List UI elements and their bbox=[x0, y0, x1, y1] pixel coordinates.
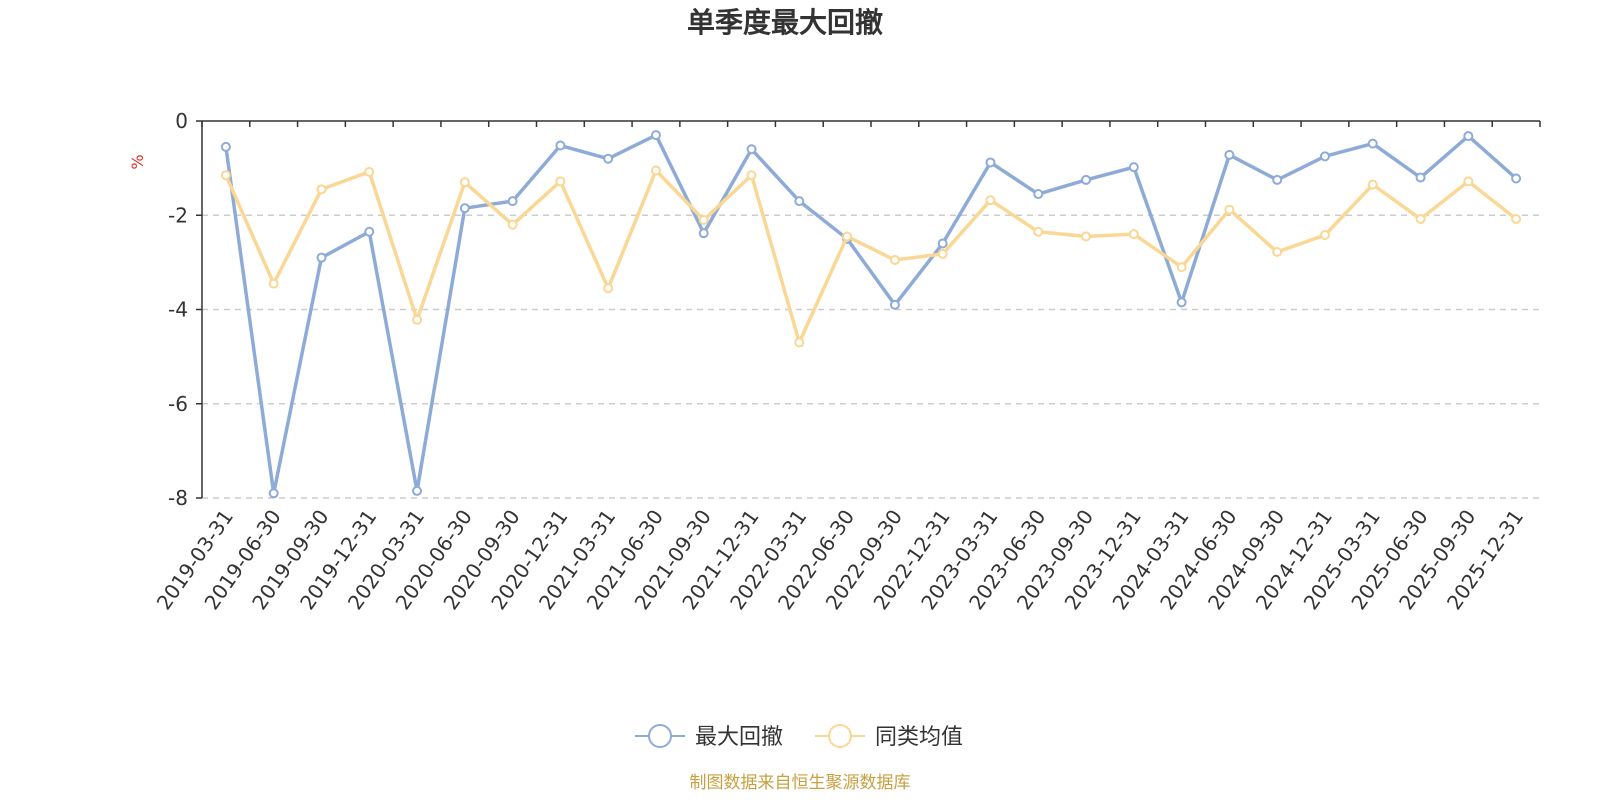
data-point-0 bbox=[889, 299, 900, 310]
data-point-0 bbox=[937, 238, 948, 249]
data-point-1 bbox=[1415, 214, 1426, 225]
data-point-1 bbox=[1511, 214, 1522, 225]
data-point-1 bbox=[1033, 226, 1044, 237]
data-point-1 bbox=[1319, 230, 1330, 241]
data-point-1 bbox=[1224, 204, 1235, 215]
source-note: 制图数据来自恒生聚源数据库 bbox=[690, 773, 911, 793]
y-tick-label: -2 bbox=[168, 203, 188, 227]
data-point-0 bbox=[1081, 174, 1092, 185]
data-point-0 bbox=[1033, 189, 1044, 200]
data-point-1 bbox=[1367, 179, 1378, 190]
data-point-1 bbox=[220, 170, 231, 181]
data-point-1 bbox=[1272, 247, 1283, 258]
data-point-0 bbox=[412, 485, 423, 496]
data-point-1 bbox=[555, 176, 566, 187]
data-point-1 bbox=[746, 170, 757, 181]
legend-marker-0 bbox=[648, 724, 672, 748]
legend[interactable]: 最大回撤 同类均值 bbox=[635, 724, 963, 750]
data-point-1 bbox=[985, 195, 996, 206]
data-point-1 bbox=[268, 278, 279, 289]
data-point-0 bbox=[698, 228, 709, 239]
data-point-0 bbox=[1511, 173, 1522, 184]
y-axis-unit: % bbox=[128, 154, 147, 169]
data-point-0 bbox=[268, 488, 279, 499]
data-point-1 bbox=[1128, 229, 1139, 240]
y-tick-label: -4 bbox=[168, 298, 188, 322]
data-point-0 bbox=[1224, 149, 1235, 160]
data-point-1 bbox=[794, 337, 805, 348]
chart-title: 单季度最大回撤 bbox=[687, 6, 883, 39]
data-point-1 bbox=[412, 314, 423, 325]
axes: 0-2-4-6-82019-03-312019-06-302019-09-302… bbox=[152, 109, 1541, 614]
data-point-0 bbox=[650, 130, 661, 141]
data-point-0 bbox=[1128, 162, 1139, 173]
legend-label-1: 同类均值 bbox=[875, 725, 963, 750]
y-tick-label: 0 bbox=[175, 109, 188, 133]
data-point-1 bbox=[937, 248, 948, 259]
data-point-0 bbox=[794, 196, 805, 207]
data-point-1 bbox=[507, 219, 518, 230]
data-point-1 bbox=[603, 283, 614, 294]
data-point-0 bbox=[1463, 131, 1474, 142]
data-point-0 bbox=[1367, 138, 1378, 149]
data-point-0 bbox=[1319, 151, 1330, 162]
data-point-1 bbox=[889, 255, 900, 266]
y-tick-label: -8 bbox=[168, 486, 188, 510]
data-point-1 bbox=[459, 177, 470, 188]
data-point-1 bbox=[316, 184, 327, 195]
data-point-0 bbox=[364, 226, 375, 237]
series-layer bbox=[220, 130, 1522, 499]
data-point-0 bbox=[1272, 174, 1283, 185]
legend-label-0: 最大回撤 bbox=[695, 725, 783, 750]
data-point-1 bbox=[1176, 262, 1187, 273]
series-line-1 bbox=[224, 168, 1518, 345]
data-point-1 bbox=[842, 231, 853, 242]
series-line-0 bbox=[224, 133, 1518, 496]
legend-marker-1 bbox=[828, 724, 852, 748]
data-point-0 bbox=[746, 144, 757, 155]
data-point-0 bbox=[507, 196, 518, 207]
data-point-1 bbox=[1463, 176, 1474, 187]
data-point-0 bbox=[1176, 297, 1187, 308]
data-point-1 bbox=[650, 165, 661, 176]
data-point-0 bbox=[1415, 172, 1426, 183]
data-point-0 bbox=[220, 141, 231, 152]
data-point-1 bbox=[1081, 231, 1092, 242]
data-point-0 bbox=[603, 153, 614, 164]
data-point-0 bbox=[459, 203, 470, 214]
grid-lines bbox=[202, 214, 1540, 499]
data-point-0 bbox=[316, 252, 327, 263]
data-point-1 bbox=[698, 214, 709, 225]
data-point-0 bbox=[555, 140, 566, 151]
data-point-1 bbox=[364, 166, 375, 177]
y-tick-label: -6 bbox=[168, 392, 188, 416]
data-point-0 bbox=[985, 157, 996, 168]
